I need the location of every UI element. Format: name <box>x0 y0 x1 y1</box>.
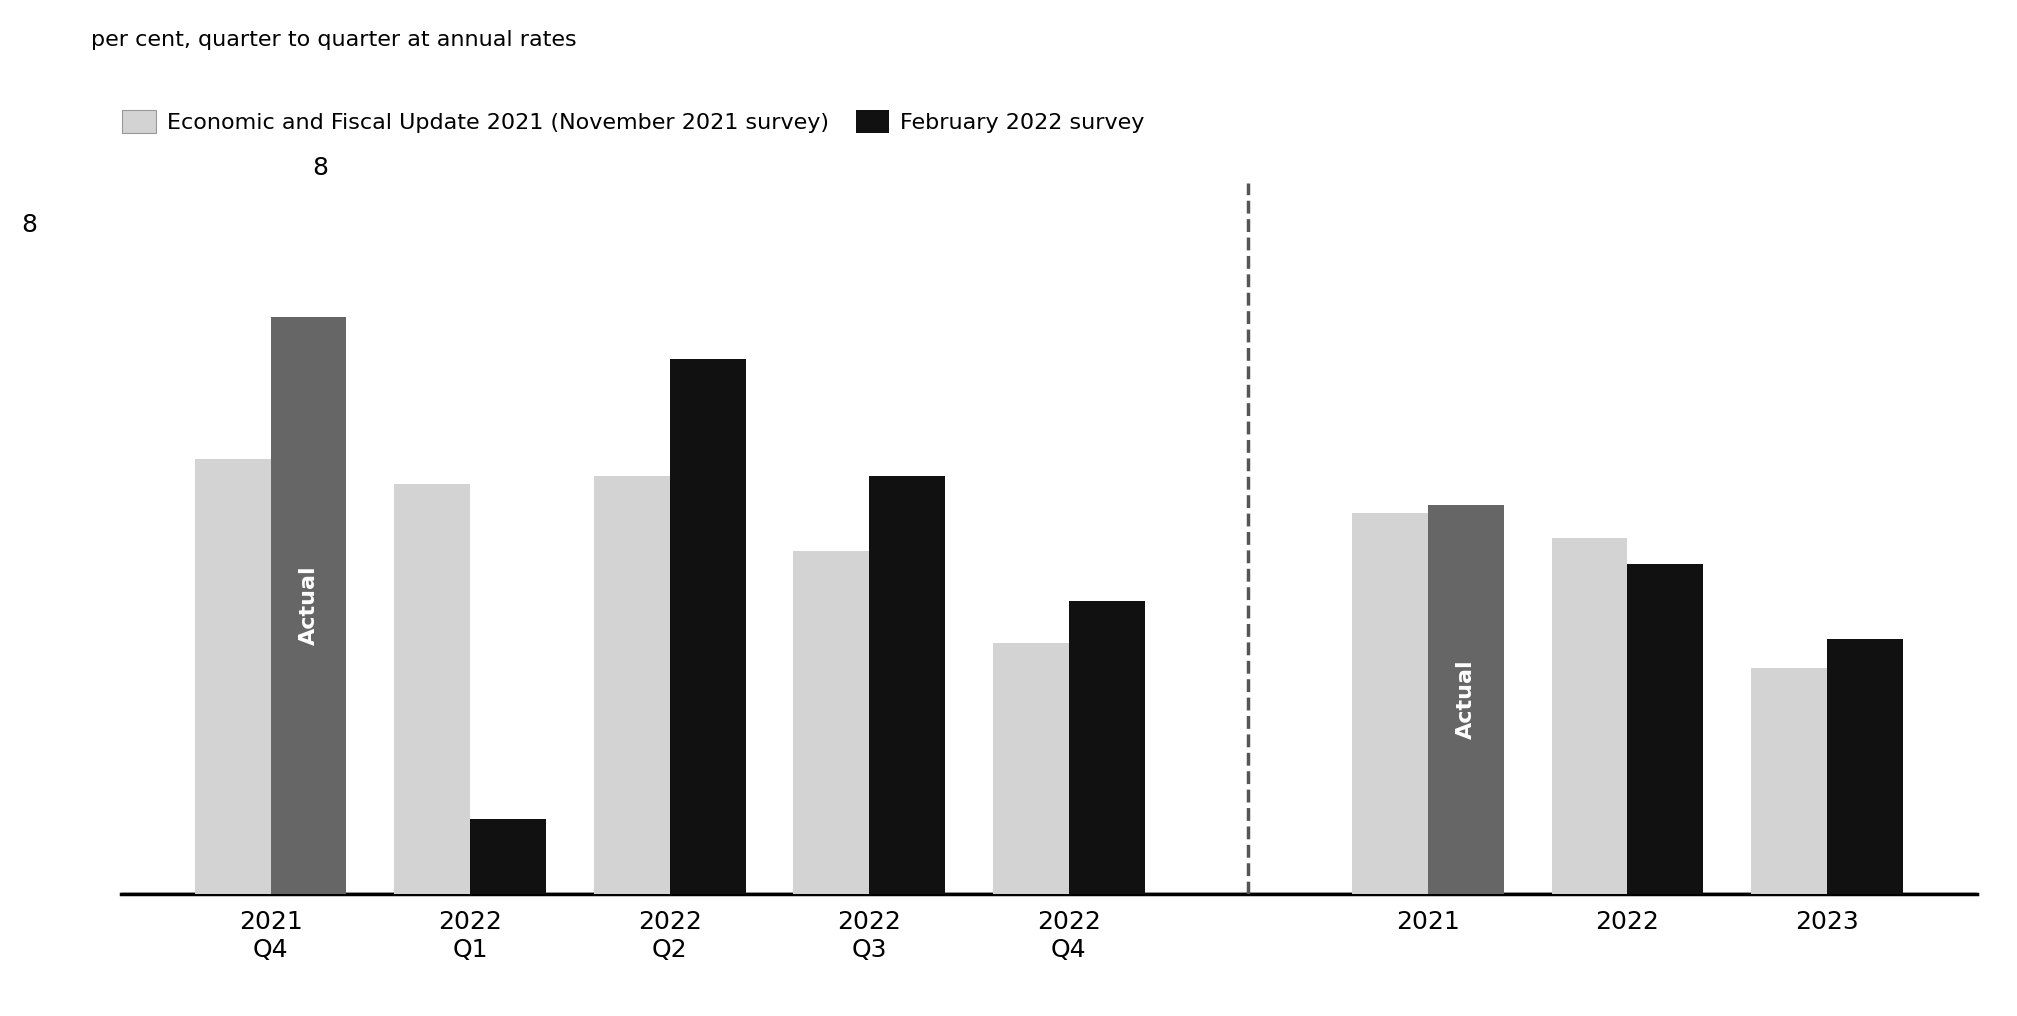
Bar <box>470 819 547 894</box>
Bar <box>1351 513 1428 894</box>
Text: Actual: Actual <box>299 566 319 645</box>
Bar <box>1827 639 1902 894</box>
Bar <box>992 643 1069 894</box>
Legend: Economic and Fiscal Update 2021 (November 2021 survey), February 2022 survey: Economic and Fiscal Update 2021 (Novembe… <box>113 102 1154 142</box>
Bar <box>1551 538 1628 894</box>
Bar <box>869 475 946 894</box>
Bar <box>670 359 746 894</box>
Text: 8: 8 <box>313 155 327 180</box>
Bar <box>1751 669 1827 894</box>
Bar <box>793 551 869 894</box>
Bar <box>1628 564 1702 894</box>
Bar <box>395 484 470 894</box>
Text: per cent, quarter to quarter at annual rates: per cent, quarter to quarter at annual r… <box>91 30 577 51</box>
Bar <box>593 475 670 894</box>
Bar <box>1428 505 1505 894</box>
Bar <box>270 317 347 894</box>
Text: 8: 8 <box>22 212 38 237</box>
Text: Actual: Actual <box>1456 659 1476 740</box>
Bar <box>196 459 270 894</box>
Bar <box>1069 601 1144 894</box>
